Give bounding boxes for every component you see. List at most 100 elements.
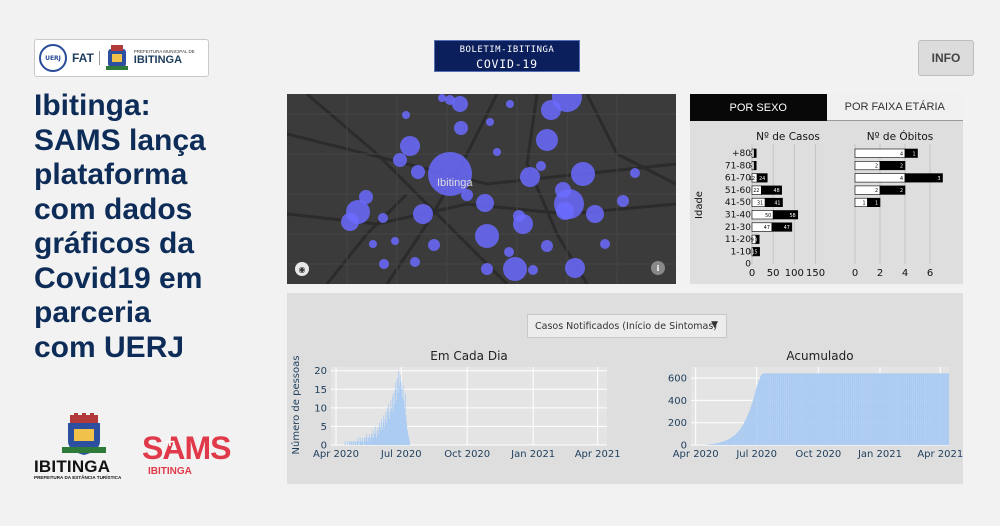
cumulative-bar[interactable] [807,373,809,445]
cumulative-bar[interactable] [894,373,896,445]
daily-bar[interactable] [408,437,410,445]
cumulative-bar[interactable] [835,373,836,445]
cumulative-bar[interactable] [762,374,763,445]
case-bubble[interactable] [556,202,574,220]
cumulative-bar[interactable] [710,444,712,445]
cumulative-bar[interactable] [713,443,715,445]
cumulative-bar[interactable] [814,373,816,445]
cumulative-bar[interactable] [860,373,862,445]
daily-bar[interactable] [388,404,390,445]
daily-bar[interactable] [367,437,369,445]
cumulative-bar[interactable] [802,373,803,445]
case-bubble[interactable] [541,240,553,252]
cumulative-bar[interactable] [736,433,738,445]
case-bubble[interactable] [393,153,407,167]
cumulative-bar[interactable] [836,373,838,445]
daily-bar[interactable] [392,411,394,445]
cumulative-bar[interactable] [936,373,937,445]
cumulative-bar[interactable] [904,373,905,445]
case-bubble[interactable] [428,239,440,251]
cumulative-bar[interactable] [913,373,915,445]
daily-bar[interactable] [368,437,370,445]
cumulative-bar[interactable] [808,373,810,445]
case-bubble[interactable] [476,194,494,212]
cumulative-bar[interactable] [725,440,727,445]
daily-bar[interactable] [355,441,357,445]
cumulative-bar[interactable] [766,373,768,445]
tab-por-sexo[interactable]: POR SEXO [690,94,827,121]
cumulative-bar[interactable] [790,373,791,445]
cumulative-bar[interactable] [817,373,819,445]
cumulative-bar[interactable] [848,373,850,445]
daily-bar[interactable] [394,389,396,445]
case-bubble[interactable] [555,182,571,198]
age-bar-female[interactable] [854,173,906,183]
cumulative-bar[interactable] [744,420,746,445]
cumulative-bar[interactable] [865,373,867,445]
cumulative-bar[interactable] [796,373,797,445]
cumulative-bar[interactable] [717,443,718,445]
cumulative-bar[interactable] [777,373,779,445]
cumulative-bar[interactable] [863,373,865,445]
cumulative-bar[interactable] [906,373,908,445]
case-bubble[interactable] [438,94,446,102]
cumulative-bar[interactable] [879,373,881,445]
mapbox-logo-icon[interactable]: ◉ [295,262,309,276]
cumulative-bar[interactable] [810,373,812,445]
cumulative-bar[interactable] [922,373,923,445]
cumulative-bar[interactable] [889,373,891,445]
cumulative-bar[interactable] [800,373,802,445]
cumulative-bar[interactable] [792,373,793,445]
cumulative-bar[interactable] [791,373,793,445]
cumulative-bar[interactable] [752,400,754,445]
cumulative-bar[interactable] [759,378,761,445]
cumulative-bar[interactable] [794,373,795,445]
cumulative-bar[interactable] [786,373,788,445]
cumulative-bar[interactable] [900,373,901,445]
cumulative-bar[interactable] [886,373,888,445]
cumulative-bar[interactable] [784,373,785,445]
cumulative-bar[interactable] [799,373,801,445]
cumulative-bar[interactable] [808,373,809,445]
cumulative-bar[interactable] [827,373,829,445]
cumulative-bar[interactable] [884,373,886,445]
cumulative-bar[interactable] [847,373,848,445]
cumulative-bar[interactable] [921,373,923,445]
daily-bar[interactable] [401,396,403,445]
case-bubble[interactable] [481,263,493,275]
cumulative-bar[interactable] [841,373,842,445]
daily-bar[interactable] [358,441,360,445]
cumulative-bar[interactable] [726,439,728,445]
cumulative-bar[interactable] [725,440,726,445]
cumulative-bar[interactable] [926,373,927,445]
daily-bar[interactable] [383,415,385,445]
cumulative-bar[interactable] [814,373,816,445]
daily-bar[interactable] [353,441,355,445]
cumulative-bar[interactable] [915,373,917,445]
daily-bar[interactable] [386,422,387,445]
bubble-map[interactable]: Ibitinga ◉ i [287,94,676,284]
cumulative-bar[interactable] [898,373,900,445]
cumulative-bar[interactable] [768,373,769,445]
daily-bar[interactable] [381,430,383,445]
daily-bar[interactable] [397,393,399,445]
age-bar-male[interactable] [761,185,782,195]
cumulative-bar[interactable] [785,373,787,445]
cumulative-bar[interactable] [897,373,899,445]
cumulative-bar[interactable] [944,373,946,445]
case-bubble[interactable] [503,257,527,281]
daily-bar[interactable] [380,426,382,445]
cumulative-bar[interactable] [833,373,835,445]
cumulative-bar[interactable] [762,373,764,445]
cumulative-bar[interactable] [766,373,767,445]
cumulative-bar[interactable] [834,373,836,445]
case-bubble[interactable] [630,168,640,178]
cumulative-bar[interactable] [932,373,934,445]
cumulative-bar[interactable] [937,373,939,445]
cumulative-bar[interactable] [908,373,909,445]
cumulative-bar[interactable] [851,373,853,445]
cumulative-bar[interactable] [842,373,844,445]
cumulative-bar[interactable] [739,428,741,445]
cumulative-bar[interactable] [737,432,738,445]
cumulative-bar[interactable] [788,373,789,445]
